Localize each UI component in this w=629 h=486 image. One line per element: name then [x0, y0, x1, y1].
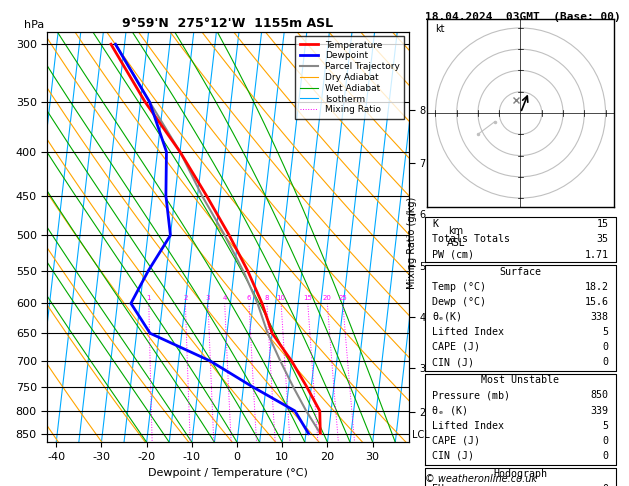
Text: Temp (°C): Temp (°C) — [432, 281, 486, 292]
Text: 8: 8 — [265, 295, 269, 301]
Y-axis label: km
ASL: km ASL — [447, 226, 465, 248]
Text: 6: 6 — [247, 295, 251, 301]
Text: CAPE (J): CAPE (J) — [432, 436, 481, 446]
Text: 35: 35 — [597, 234, 609, 244]
Text: 0: 0 — [603, 342, 609, 352]
Text: 15.6: 15.6 — [585, 296, 609, 307]
Text: 2: 2 — [183, 295, 187, 301]
Text: Most Unstable: Most Unstable — [481, 375, 560, 385]
Text: 18.2: 18.2 — [585, 281, 609, 292]
Text: 1.71: 1.71 — [585, 249, 609, 260]
Text: 0: 0 — [603, 451, 609, 461]
Text: 20: 20 — [323, 295, 331, 301]
Text: 25: 25 — [338, 295, 347, 301]
X-axis label: Dewpoint / Temperature (°C): Dewpoint / Temperature (°C) — [148, 468, 308, 478]
Text: K: K — [432, 219, 438, 229]
Text: Lifted Index: Lifted Index — [432, 327, 504, 337]
Text: Dewp (°C): Dewp (°C) — [432, 296, 486, 307]
Text: LCL: LCL — [413, 430, 430, 440]
Text: EH: EH — [432, 484, 444, 486]
Text: 0: 0 — [603, 357, 609, 367]
Text: Totals Totals: Totals Totals — [432, 234, 510, 244]
Text: CIN (J): CIN (J) — [432, 451, 474, 461]
Text: 18.04.2024  03GMT  (Base: 00): 18.04.2024 03GMT (Base: 00) — [425, 12, 620, 22]
Text: 0: 0 — [603, 436, 609, 446]
Text: 15: 15 — [597, 219, 609, 229]
Text: Pressure (mb): Pressure (mb) — [432, 390, 510, 400]
Text: 338: 338 — [591, 312, 609, 322]
Text: hPa: hPa — [24, 19, 44, 30]
Title: 9°59'N  275°12'W  1155m ASL: 9°59'N 275°12'W 1155m ASL — [123, 17, 333, 31]
Text: 1: 1 — [147, 295, 151, 301]
Text: PW (cm): PW (cm) — [432, 249, 474, 260]
Text: CAPE (J): CAPE (J) — [432, 342, 481, 352]
Text: 5: 5 — [603, 327, 609, 337]
Text: kt: kt — [435, 24, 445, 34]
Text: 4: 4 — [223, 295, 227, 301]
Text: Mixing Ratio (g/kg): Mixing Ratio (g/kg) — [407, 197, 417, 289]
Text: 0: 0 — [603, 484, 609, 486]
Text: 339: 339 — [591, 405, 609, 416]
Text: 15: 15 — [303, 295, 312, 301]
Text: θₑ (K): θₑ (K) — [432, 405, 468, 416]
Text: 850: 850 — [591, 390, 609, 400]
Text: 10: 10 — [277, 295, 286, 301]
Text: 3: 3 — [206, 295, 210, 301]
Text: Lifted Index: Lifted Index — [432, 421, 504, 431]
Legend: Temperature, Dewpoint, Parcel Trajectory, Dry Adiabat, Wet Adiabat, Isotherm, Mi: Temperature, Dewpoint, Parcel Trajectory… — [295, 36, 404, 119]
Text: θₑ(K): θₑ(K) — [432, 312, 462, 322]
Text: CIN (J): CIN (J) — [432, 357, 474, 367]
Text: Hodograph: Hodograph — [494, 469, 547, 479]
Text: © weatheronline.co.uk: © weatheronline.co.uk — [425, 473, 537, 484]
Text: 5: 5 — [603, 421, 609, 431]
Text: Surface: Surface — [499, 266, 542, 277]
